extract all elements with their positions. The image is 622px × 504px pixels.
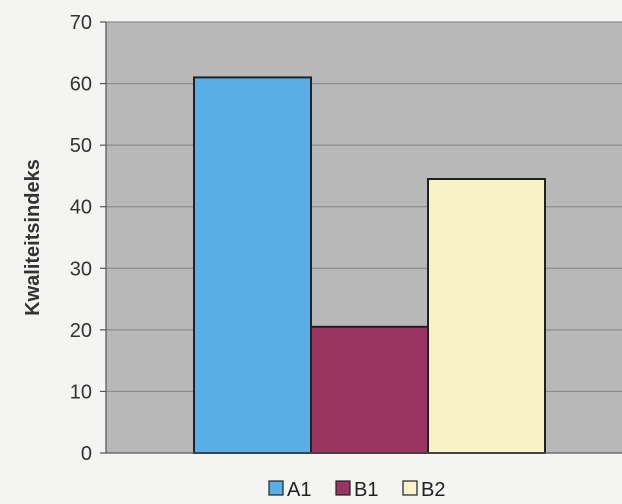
legend: A1 B1 B2: [268, 479, 445, 501]
legend-swatch-a1: [268, 480, 284, 496]
bar-a1: [193, 76, 312, 455]
legend-label-a1: A1: [287, 479, 311, 501]
legend-label-b1: B1: [354, 479, 378, 501]
legend-swatch-b2: [402, 480, 418, 496]
y-tick-label: 70: [70, 12, 92, 34]
y-tick-label: 0: [81, 443, 92, 465]
bar-b1: [310, 325, 429, 454]
legend-label-b2: B2: [421, 479, 445, 501]
y-tick-label: 40: [70, 197, 92, 219]
y-tick-label: 30: [70, 258, 92, 280]
y-axis-title: Kwaliteitsindeks: [22, 159, 44, 316]
y-tick-label: 50: [70, 135, 92, 157]
bar-b2: [427, 178, 546, 454]
y-tick-label: 20: [70, 320, 92, 342]
y-tick-label: 10: [70, 381, 92, 403]
y-axis-ticks: 0 10 20 30 40 50 60 70: [70, 12, 106, 465]
legend-swatch-b1: [335, 480, 351, 496]
y-tick-label: 60: [70, 74, 92, 96]
